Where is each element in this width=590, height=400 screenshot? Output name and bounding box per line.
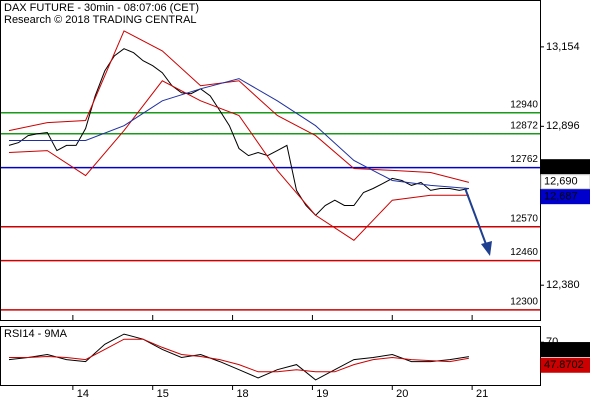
series-line <box>8 48 469 217</box>
y-tick-label: 12,380 <box>546 279 580 291</box>
series-line <box>8 30 470 183</box>
price-tag-label: 12,687 <box>544 191 578 203</box>
price-tag-label: 12,690 <box>544 176 578 188</box>
level-label: 12570 <box>510 213 538 224</box>
series-line <box>8 80 469 241</box>
price-tag-label: 47.8702 <box>544 359 584 371</box>
x-tick-label: 14 <box>77 388 89 400</box>
price-tag <box>540 174 590 190</box>
price-tag-label: 50.2367 <box>544 343 584 355</box>
level-label: 12872 <box>510 120 538 131</box>
x-tick-label: 20 <box>396 388 408 400</box>
x-tick-label: 15 <box>157 388 169 400</box>
x-tick-label: 21 <box>476 388 488 400</box>
price-tag <box>540 342 590 358</box>
x-tick-label: 18 <box>236 388 248 400</box>
forecast-arrow <box>464 187 488 248</box>
series-line <box>8 333 469 381</box>
y-tick-label: 12,896 <box>546 120 580 132</box>
price-tag <box>540 159 590 175</box>
price-tag-label: 12,693.5 <box>544 161 587 173</box>
chart-subtitle: Research © 2018 TRADING CENTRAL <box>4 14 197 26</box>
x-tick-label: 19 <box>316 388 328 400</box>
chart-title: DAX FUTURE - 30min - 08:07:06 (CET) <box>4 2 199 14</box>
level-label: 12460 <box>510 247 538 258</box>
plot-layer: 13,154 12,896 12,380 12940 12872 12762 12570 12… <box>1 30 590 400</box>
price-tag <box>540 357 590 373</box>
y-tick-label: 13,154 <box>546 41 580 53</box>
forecast-arrow-head <box>481 241 492 256</box>
series-line <box>9 338 469 373</box>
rsi-title: RSI14 - 9MA <box>4 328 68 340</box>
level-label: 12300 <box>510 296 538 307</box>
level-label: 12940 <box>510 99 538 110</box>
level-label: 12762 <box>510 154 538 165</box>
series-line <box>9 78 469 189</box>
price-tag <box>540 189 590 205</box>
